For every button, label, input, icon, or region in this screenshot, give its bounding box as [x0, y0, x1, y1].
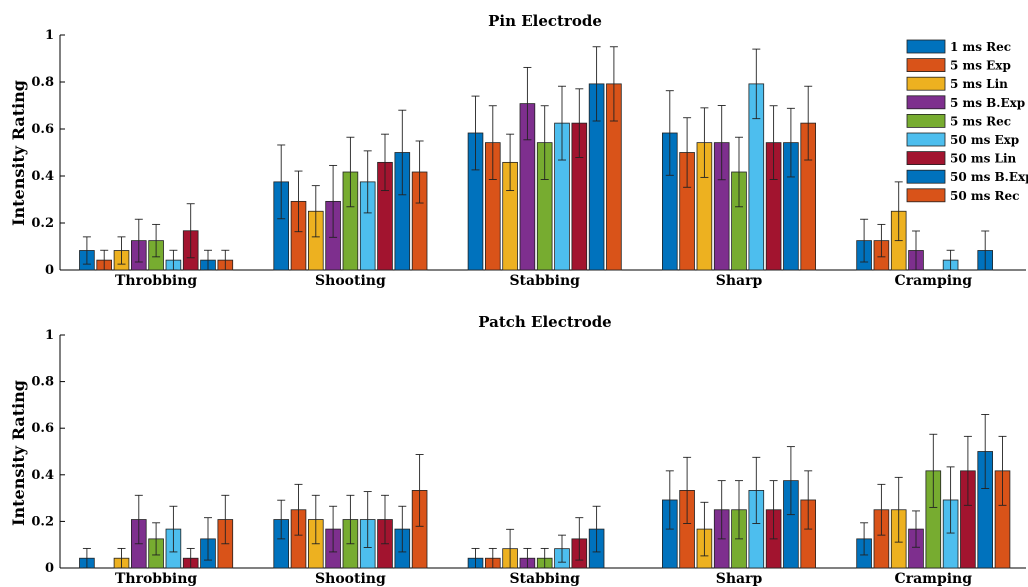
legend-label: 1 ms Rec	[950, 40, 1011, 54]
x-tick-label: Stabbing	[509, 273, 580, 289]
legend-swatch	[906, 169, 946, 184]
legend-label: 50 ms Exp	[950, 133, 1019, 147]
pin-electrode-panel: Pin Electrode Intensity Rating 0 0.2 0.4 0.…	[9, 12, 1028, 289]
x-tick-label: Sharp	[716, 571, 763, 587]
legend-label: 5 ms Rec	[950, 114, 1011, 128]
legend-swatch	[906, 39, 946, 54]
y-tick-label: 0	[45, 263, 54, 278]
legend-swatch	[906, 58, 946, 72]
y-tick-label: 0	[45, 561, 54, 576]
legend-label: 5 ms Exp	[950, 59, 1011, 73]
chart-title: Patch Electrode	[478, 313, 611, 331]
legend-swatch	[906, 114, 946, 128]
legend-label: 50 ms Lin	[950, 152, 1017, 166]
y-tick-label: 0.8	[31, 375, 54, 390]
x-tick-label: Sharp	[716, 273, 763, 289]
x-tick-label: Throbbing	[115, 273, 197, 289]
chart-title: Pin Electrode	[488, 12, 602, 30]
y-tick-label: 0.6	[31, 421, 54, 436]
legend-swatch	[906, 95, 946, 110]
legend-swatch	[906, 76, 946, 91]
x-tick-label: Shooting	[315, 571, 386, 587]
y-axis-label: Intensity Rating	[9, 80, 28, 226]
y-tick-label: 0.2	[31, 514, 54, 529]
y-tick-label: 1	[45, 28, 54, 43]
y-axis-label: Intensity Rating	[9, 380, 28, 526]
x-tick-label: Throbbing	[115, 571, 197, 587]
legend-label: 50 ms B.Exp	[950, 170, 1028, 184]
legend-swatch	[906, 151, 946, 166]
y-tick-label: 0.2	[31, 216, 54, 231]
x-tick-label: Stabbing	[509, 571, 580, 587]
legend-label: 5 ms Lin	[950, 77, 1008, 91]
y-tick-label: 0.6	[31, 122, 54, 137]
x-tick-label: Cramping	[895, 273, 973, 289]
y-tick-label: 0.4	[31, 169, 54, 184]
legend-label: 50 ms Rec	[950, 189, 1019, 203]
y-tick-label: 0.8	[31, 75, 54, 90]
y-tick-label: 0.4	[31, 468, 54, 483]
y-tick-label: 1	[45, 328, 54, 343]
patch-electrode-panel: Patch Electrode Intensity Rating 0 0.2 0.4…	[9, 313, 1026, 587]
x-tick-label: Cramping	[895, 571, 973, 587]
legend-label: 5 ms B.Exp	[950, 96, 1025, 110]
legend-swatch	[906, 132, 946, 147]
legend-swatch	[906, 188, 946, 203]
x-tick-label: Shooting	[315, 273, 386, 289]
